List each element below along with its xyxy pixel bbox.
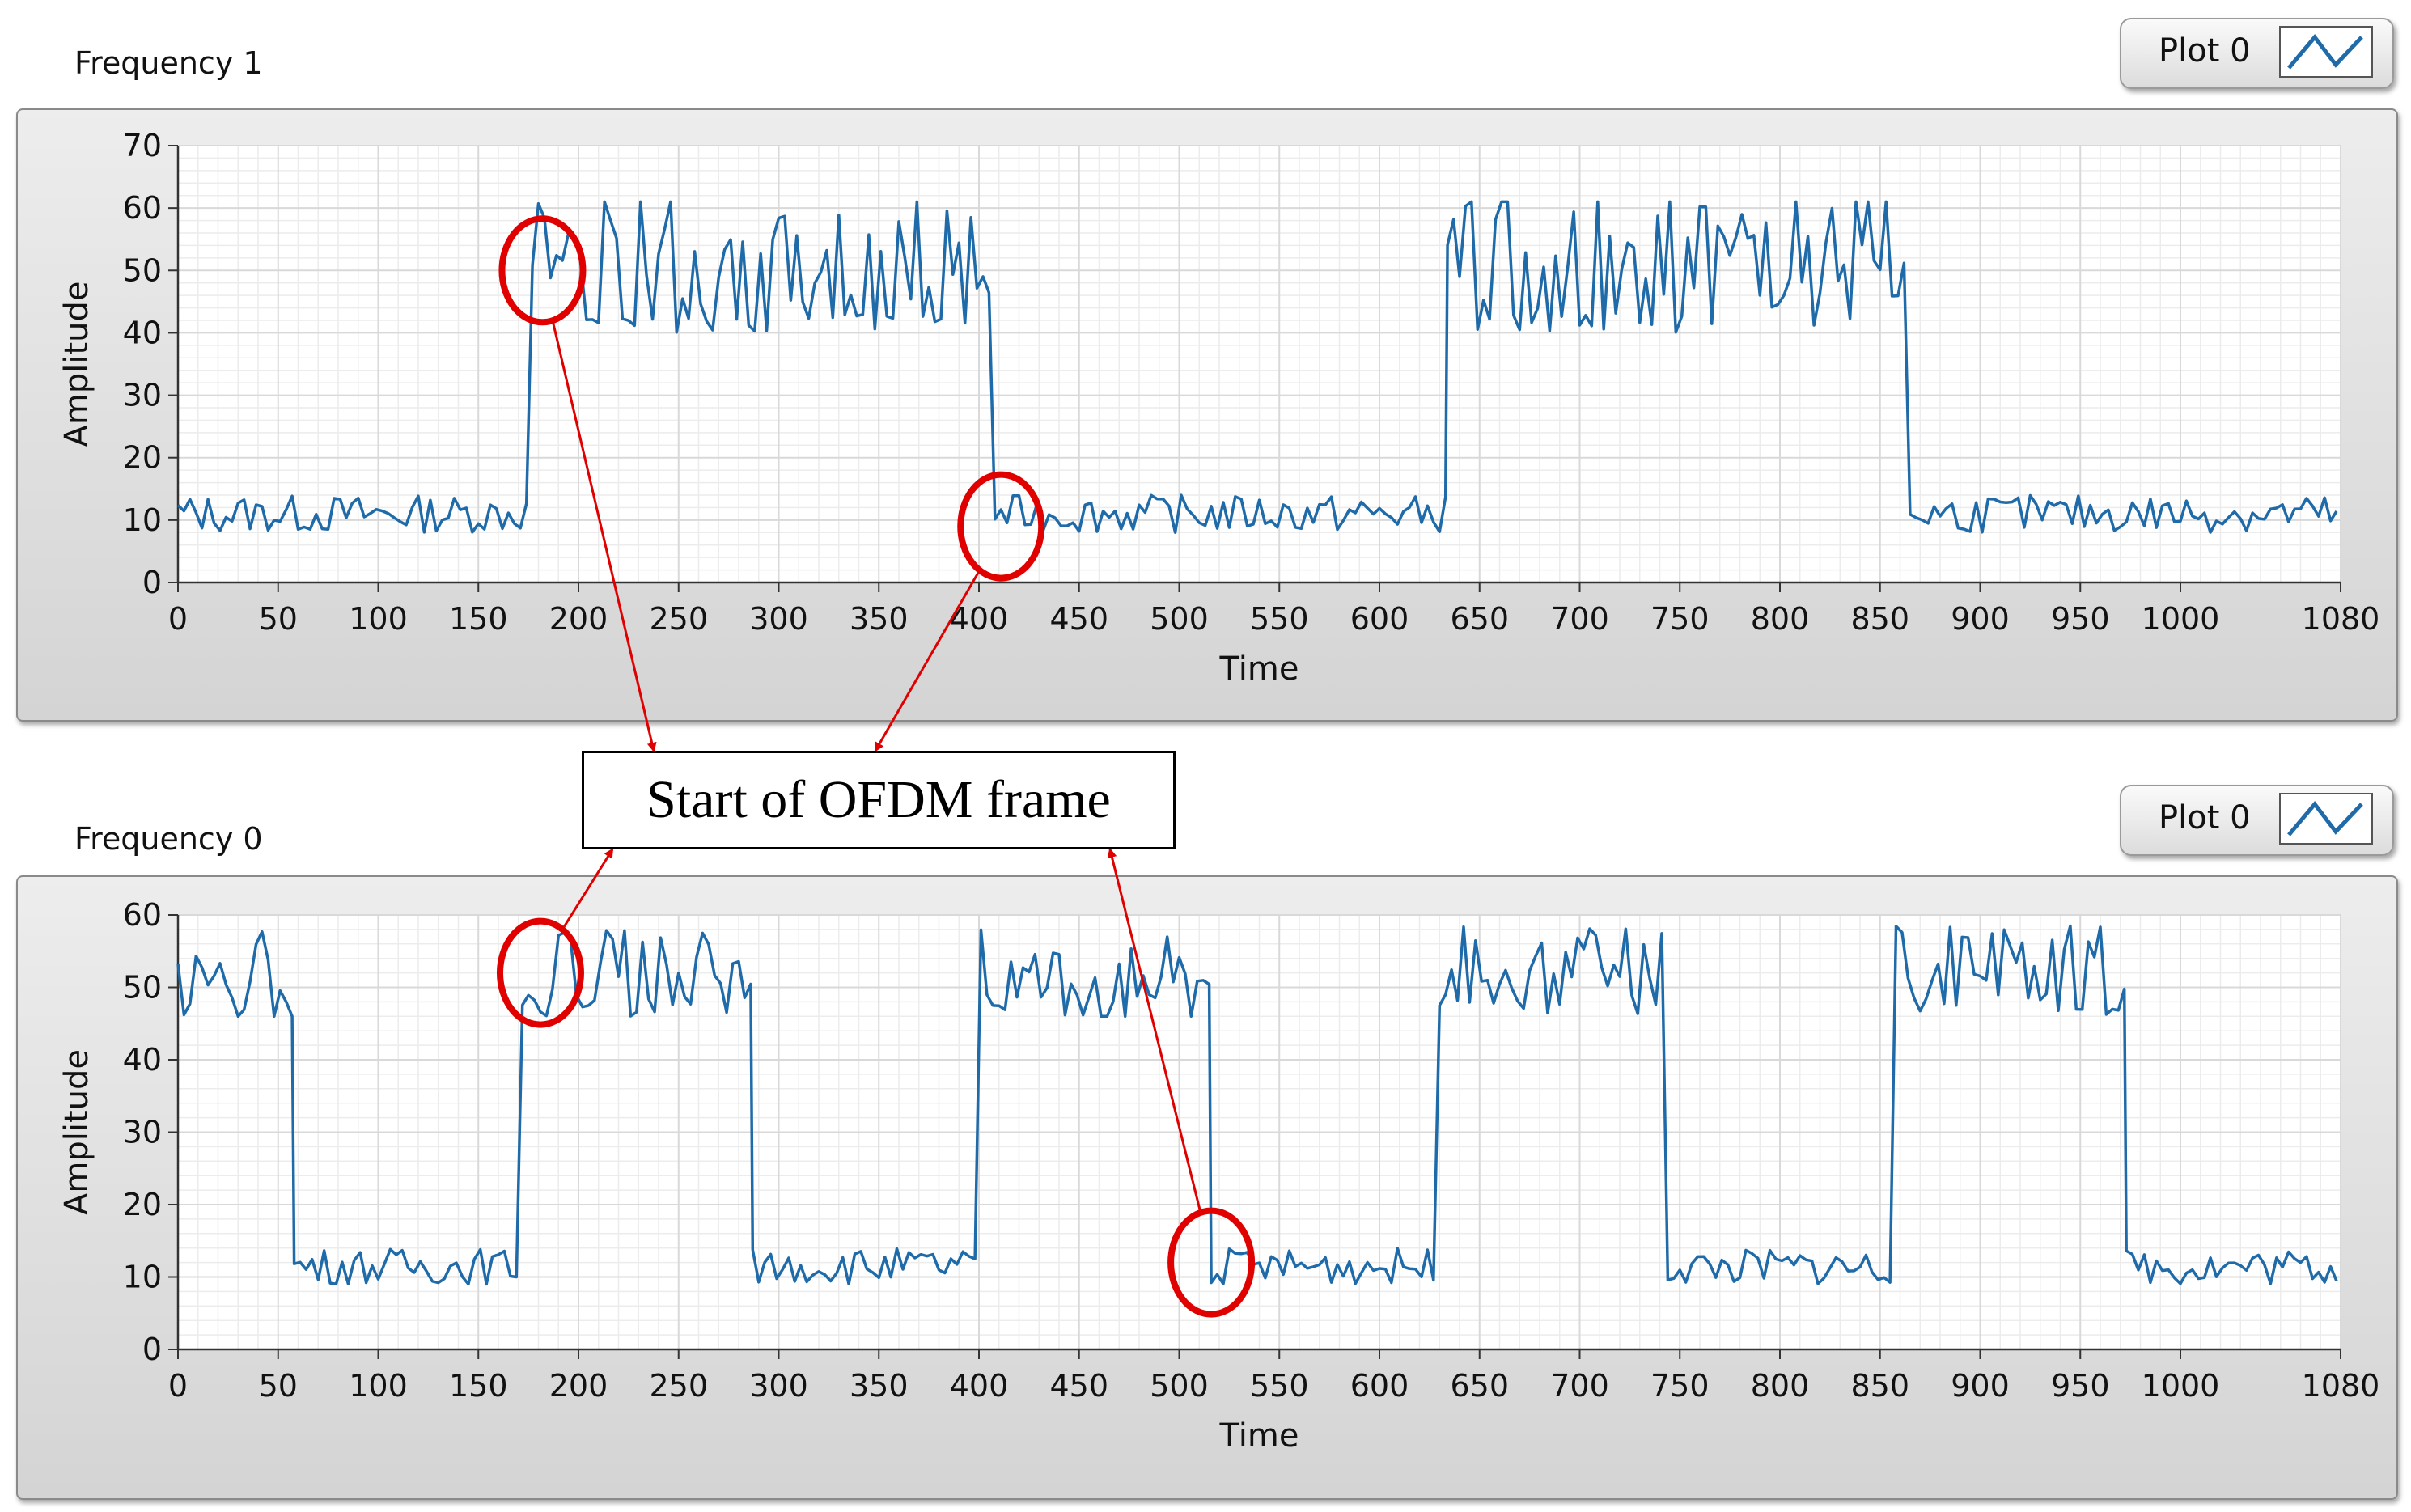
annotation-arrow — [1107, 848, 1201, 1211]
x-tick-label: 100 — [349, 601, 408, 637]
x-tick-label: 0 — [168, 1368, 188, 1404]
x-tick-label: 350 — [850, 1368, 909, 1404]
x-tick-label: 50 — [259, 601, 298, 637]
y-tick-label: 50 — [123, 970, 162, 1006]
y-tick-label: 10 — [123, 1260, 162, 1295]
y-tick-label: 20 — [123, 1187, 162, 1222]
legend-plot-0-bottom[interactable]: Plot 0 — [2120, 785, 2394, 856]
x-tick-label: 600 — [1350, 1368, 1409, 1404]
y-tick-label: 60 — [123, 190, 162, 226]
legend-plot-0-top[interactable]: Plot 0 — [2120, 18, 2394, 89]
y-tick-label: 40 — [123, 315, 162, 350]
chart-0: 0 50 100 150 200 250 300 350 400 450 500 550 600 650 7… — [58, 128, 2379, 688]
x-tick-label: 150 — [449, 601, 508, 637]
x-tick-label: 500 — [1150, 601, 1209, 637]
x-axis-title: Time — [1219, 650, 1299, 688]
legend-label: Plot 0 — [2159, 32, 2251, 70]
y-axis-title: Amplitude — [58, 1049, 95, 1215]
x-tick-label: 900 — [1951, 601, 2010, 637]
chart-1: 0 50 100 150 200 250 300 350 400 450 500 550 600 650 7… — [58, 897, 2379, 1455]
annotation-circle — [1167, 1207, 1256, 1318]
y-tick-label: 0 — [142, 565, 162, 600]
x-tick-label: 950 — [2051, 601, 2110, 637]
graph-label-frequency-1: Frequency 1 — [74, 45, 263, 81]
x-axis-title: Time — [1219, 1417, 1299, 1455]
legend-label: Plot 0 — [2159, 799, 2251, 836]
x-tick-label: 200 — [549, 1368, 608, 1404]
x-tick-label: 50 — [259, 1368, 298, 1404]
start-of-ofdm-frame-callout: Start of OFDM frame — [582, 751, 1176, 849]
line-style-swatch-icon[interactable] — [2279, 26, 2373, 78]
y-axis-title: Amplitude — [58, 282, 95, 447]
x-tick-label: 200 — [549, 601, 608, 637]
x-tick-label: 150 — [449, 1368, 508, 1404]
x-tick-label: 550 — [1250, 1368, 1309, 1404]
x-tick-label: 1080 — [2302, 1368, 2380, 1404]
x-tick-label: 1000 — [2142, 601, 2220, 637]
line-style-swatch-icon[interactable] — [2279, 793, 2373, 845]
annotation-arrow — [562, 848, 614, 928]
x-tick-label: 950 — [2051, 1368, 2110, 1404]
x-tick-label: 300 — [749, 601, 808, 637]
x-tick-label: 450 — [1049, 1368, 1108, 1404]
x-tick-label: 0 — [168, 601, 188, 637]
x-tick-label: 1080 — [2302, 601, 2380, 637]
annotation-arrow — [552, 322, 657, 752]
y-tick-label: 30 — [123, 1115, 162, 1150]
x-tick-label: 400 — [950, 1368, 1009, 1404]
x-tick-label: 850 — [1850, 601, 1909, 637]
x-tick-label: 750 — [1650, 1368, 1710, 1404]
x-tick-label: 500 — [1150, 1368, 1209, 1404]
x-tick-label: 550 — [1250, 601, 1309, 637]
y-tick-label: 30 — [123, 378, 162, 413]
series-line-plot-0 — [176, 200, 2338, 534]
x-tick-label: 300 — [749, 1368, 808, 1404]
annotation-circle — [498, 215, 587, 326]
x-tick-label: 900 — [1951, 1368, 2010, 1404]
x-tick-label: 100 — [349, 1368, 408, 1404]
x-tick-label: 250 — [649, 601, 708, 637]
x-tick-label: 450 — [1049, 601, 1108, 637]
annotation-arrow — [874, 572, 980, 752]
y-tick-label: 50 — [123, 252, 162, 288]
y-tick-label: 0 — [142, 1332, 162, 1367]
y-tick-label: 40 — [123, 1042, 162, 1078]
x-tick-label: 850 — [1850, 1368, 1909, 1404]
graph-label-frequency-0: Frequency 0 — [74, 821, 263, 857]
x-tick-label: 650 — [1450, 1368, 1509, 1404]
x-tick-label: 350 — [850, 601, 909, 637]
y-tick-label: 10 — [123, 502, 162, 538]
x-tick-label: 700 — [1550, 1368, 1609, 1404]
y-tick-label: 70 — [123, 128, 162, 163]
y-tick-label: 60 — [123, 897, 162, 933]
x-tick-label: 650 — [1450, 601, 1509, 637]
annotation-circle — [496, 917, 584, 1028]
annotation-circle — [957, 471, 1045, 582]
x-tick-label: 800 — [1751, 1368, 1810, 1404]
y-tick-label: 20 — [123, 440, 162, 476]
x-tick-label: 600 — [1350, 601, 1409, 637]
x-tick-label: 750 — [1650, 601, 1710, 637]
x-tick-label: 250 — [649, 1368, 708, 1404]
x-tick-label: 1000 — [2142, 1368, 2220, 1404]
x-tick-label: 800 — [1751, 601, 1810, 637]
x-tick-label: 700 — [1550, 601, 1609, 637]
